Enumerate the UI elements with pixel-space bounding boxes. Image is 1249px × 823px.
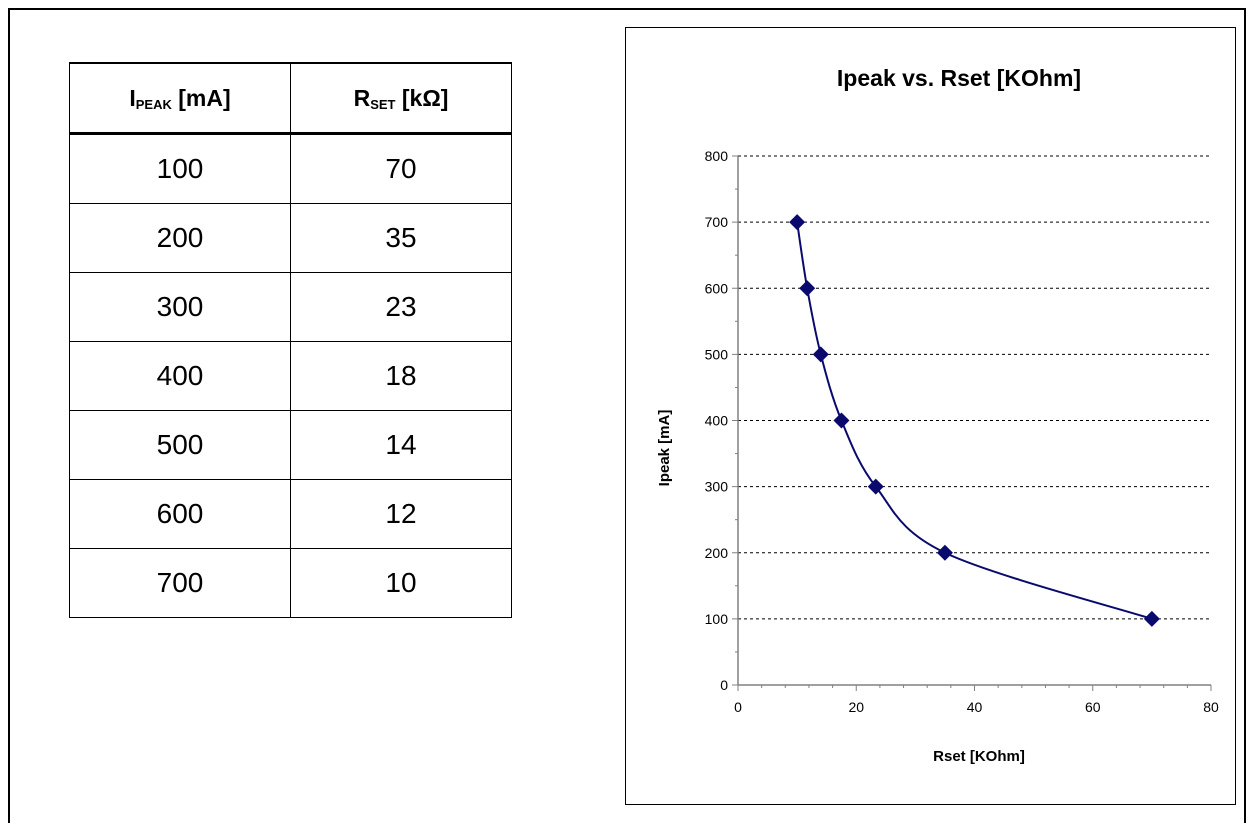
table-row: 200 35 (69, 203, 512, 273)
table-row: 100 70 (69, 133, 512, 204)
y-tick-label: 500 (705, 346, 729, 362)
x-tick-label: 20 (848, 699, 864, 715)
data-point (789, 214, 806, 231)
cell-ipeak: 500 (69, 410, 291, 480)
data-point (799, 280, 816, 297)
y-tick-label: 0 (720, 677, 728, 693)
header-rset: RSET [kΩ] (290, 62, 512, 135)
data-point (1143, 610, 1160, 627)
x-tick-label: 0 (734, 699, 742, 715)
y-tick-label: 800 (705, 148, 729, 164)
header-ipeak-subscript: PEAK (135, 96, 172, 112)
header-ipeak: IPEAK [mA] (69, 62, 291, 135)
data-point (812, 346, 829, 363)
header-rset-unit: [kΩ] (395, 84, 449, 111)
data-point (833, 412, 850, 429)
cell-rset: 70 (290, 133, 512, 204)
data-series (789, 214, 1160, 627)
cell-ipeak: 400 (69, 341, 291, 411)
data-point (867, 478, 884, 495)
cell-rset: 35 (290, 203, 512, 273)
x-axis-label: Rset [KOhm] (933, 748, 1025, 765)
header-rset-symbol: R (353, 84, 371, 111)
cell-ipeak: 600 (69, 479, 291, 549)
table-row: 400 18 (69, 341, 512, 411)
table-row: 700 10 (69, 548, 512, 618)
table-header-row: IPEAK [mA] RSET [kΩ] (69, 62, 512, 135)
chart-container: 0 100 200 300 400 500 600 700 800 0 20 40 60 80 Ipeak… (625, 27, 1236, 805)
cell-rset: 23 (290, 272, 512, 342)
ipeak-vs-rset-chart: 0 100 200 300 400 500 600 700 800 0 20 40 60 80 Ipeak… (656, 65, 1219, 765)
header-rset-subscript: SET (370, 96, 396, 112)
y-tick-label: 100 (705, 611, 729, 627)
cell-ipeak: 300 (69, 272, 291, 342)
table-row: 500 14 (69, 410, 512, 480)
grid-lines (738, 155, 1211, 620)
chart-title: Ipeak vs. Rset [KOhm] (837, 65, 1081, 91)
cell-rset: 18 (290, 341, 512, 411)
x-tick-label: 80 (1203, 699, 1219, 715)
cell-ipeak: 100 (69, 133, 291, 204)
cell-rset: 14 (290, 410, 512, 480)
ipeak-rset-table: IPEAK [mA] RSET [kΩ] 100 70 200 35 300 23 4… (69, 62, 512, 618)
y-tick-label: 200 (705, 545, 729, 561)
axes: 0 100 200 300 400 500 600 700 800 0 20 40 60 80 (705, 148, 1219, 715)
table-row: 300 23 (69, 272, 512, 342)
data-point (936, 544, 953, 561)
header-ipeak-symbol: I (129, 84, 136, 111)
outer-frame (8, 8, 1246, 823)
cell-rset: 12 (290, 479, 512, 549)
table-row: 600 12 (69, 479, 512, 549)
y-tick-label: 300 (705, 479, 729, 495)
y-axis-label: Ipeak [mA] (656, 410, 673, 487)
y-tick-label: 700 (705, 214, 729, 230)
header-ipeak-unit: [mA] (171, 84, 231, 111)
y-tick-label: 600 (705, 280, 729, 296)
y-tick-label: 400 (705, 413, 729, 429)
cell-rset: 10 (290, 548, 512, 618)
cell-ipeak: 700 (69, 548, 291, 618)
x-tick-label: 60 (1085, 699, 1101, 715)
x-tick-label: 40 (967, 699, 983, 715)
cell-ipeak: 200 (69, 203, 291, 273)
